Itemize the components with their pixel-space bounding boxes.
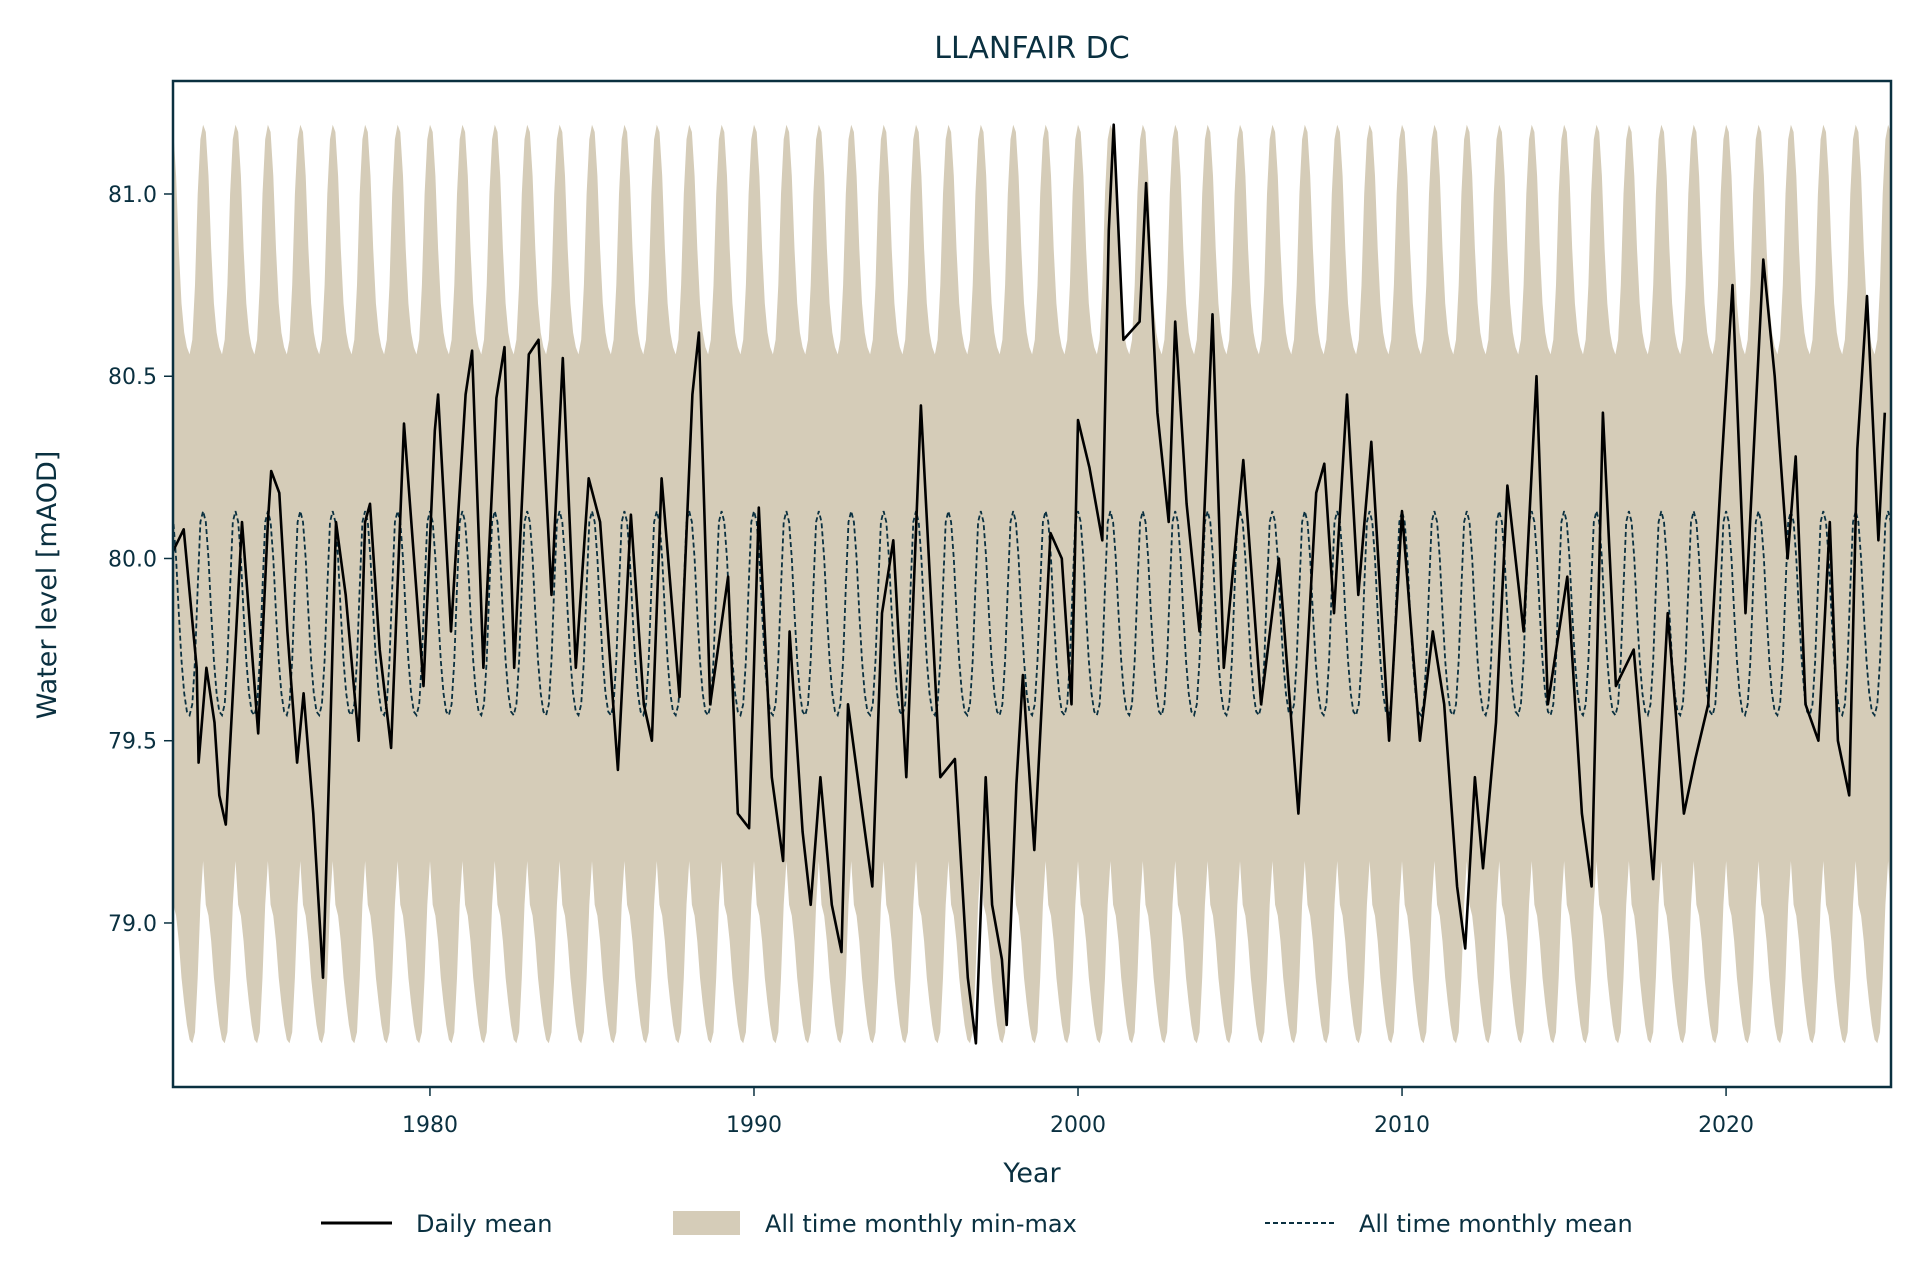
y-tick-label: 79.5 (108, 730, 157, 755)
legend-monthly-mean-label: All time monthly mean (1359, 1210, 1633, 1238)
x-axis: 1980 1990 2000 2010 2020 (402, 1087, 1754, 1138)
x-tick-label: 2010 (1374, 1113, 1430, 1138)
y-tick-label: 80.0 (108, 547, 157, 572)
daily-mean-line (173, 123, 1887, 1045)
x-tick-label: 2020 (1698, 1113, 1754, 1138)
legend: Daily mean All time monthly min-max All … (321, 1210, 1633, 1238)
monthly-min-max-band (173, 124, 1891, 1044)
y-tick-label: 80.5 (108, 365, 157, 390)
chart-title: LLANFAIR DC (934, 31, 1129, 66)
y-axis-label: Water level [mAOD] (32, 451, 63, 720)
y-tick-label: 81.0 (108, 183, 157, 208)
x-tick-label: 1990 (726, 1113, 782, 1138)
legend-daily-mean-label: Daily mean (416, 1210, 552, 1238)
y-tick-label: 79.0 (108, 912, 157, 937)
monthly-mean-line (173, 510, 1891, 718)
plot-area (173, 123, 1891, 1045)
x-axis-label: Year (1002, 1158, 1061, 1189)
x-tick-label: 1980 (402, 1113, 458, 1138)
legend-min-max-swatch (673, 1211, 740, 1235)
legend-min-max-label: All time monthly min-max (765, 1210, 1077, 1238)
axes-frame (171, 79, 1893, 1089)
x-tick-label: 2000 (1050, 1113, 1106, 1138)
y-axis: 79.0 79.5 80.0 80.5 81.0 (108, 183, 173, 937)
